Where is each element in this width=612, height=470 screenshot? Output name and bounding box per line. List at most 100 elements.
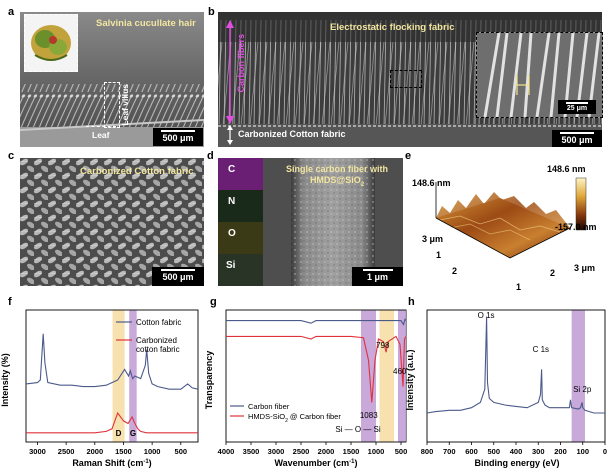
leaf-line [86, 126, 116, 127]
raman-ylabel: Intensity (%) [0, 353, 10, 407]
panel-letter-h: h [408, 296, 415, 308]
xps-xlabel: Binding energy (eV) [474, 458, 559, 468]
leaf-villus-label: Leaf villus [120, 84, 130, 126]
peak-label-o1s: O 1s [478, 311, 495, 320]
cotton-arrow [227, 125, 233, 145]
legend-hmds: HMDS-SiO2 @ Carbon fiber [248, 412, 341, 424]
raman-xlabel: Raman Shift (cm-1) [72, 458, 151, 468]
panel-letter-b: b [208, 6, 215, 18]
highlight-band-si-2p [571, 310, 585, 442]
x-tick-label: 500 [175, 447, 188, 456]
ftir-plot-frame [225, 309, 407, 443]
peak-label-460: 460 [393, 367, 407, 376]
eds-label-c: C [228, 164, 236, 175]
scale-bar-a: 500 μm [153, 128, 203, 146]
series-line-carbonized-cotton-fabric [26, 411, 198, 434]
afm-tick-x2: 2 [550, 268, 556, 278]
xps-chart: 800 700 600 500 400 300 200 100 0 Intensity (a.u… [405, 309, 607, 468]
flocking-title: Electrostatic flocking fabric [330, 22, 455, 33]
x-tick-label: 4000 [218, 447, 235, 456]
afm-tick-y2: 2 [452, 266, 458, 276]
sem-image-carbonized-cotton [20, 158, 204, 286]
scale-bar-d: 1 μm [352, 267, 403, 286]
leaf-label: Leaf [92, 130, 110, 140]
afm-x-label: 3 μm [574, 263, 596, 273]
zoom-box [390, 70, 422, 88]
highlight-band-g [129, 310, 137, 442]
eds-map-si [218, 254, 263, 286]
scale-bar-inset: 25 μm [558, 100, 596, 114]
band-label-g: G [130, 429, 136, 438]
afm-y-label: 3 μm [422, 234, 444, 244]
eds-label-si: Si [226, 260, 236, 271]
x-tick-label: 3500 [243, 447, 260, 456]
afm-tick-y1: 1 [436, 250, 442, 260]
eds-map-o [218, 222, 263, 254]
x-tick-label: 1000 [368, 447, 385, 456]
x-tick-label: 700 [443, 447, 456, 456]
x-tick-label: 0 [603, 447, 607, 456]
legend-cotton: Cotton fabric [136, 318, 181, 327]
peak-label-798: 798 [376, 341, 390, 350]
x-tick-label: 500 [487, 447, 500, 456]
peak-label-c1s: C 1s [533, 345, 549, 354]
sem-inset-magnified [476, 32, 603, 118]
series-line-cotton-fabric [25, 333, 199, 390]
x-tick-label: 100 [576, 447, 589, 456]
series-line-xps [426, 316, 605, 414]
x-tick-label: 1500 [343, 447, 360, 456]
highlight-band-798 [379, 310, 394, 442]
afm-tick-x1: 1 [516, 282, 522, 292]
xps-ylabel: Intensity (a.u.) [405, 349, 415, 410]
salvinia-leaf-photo [24, 14, 78, 72]
ftir-ylabel: Transparency [204, 351, 214, 410]
cbar-min: -157.0 nm [555, 222, 597, 232]
eds-label-o: O [228, 228, 236, 239]
x-tick-label: 600 [465, 447, 478, 456]
single-fiber-title: Single carbon fiber with HMDS@SiO2 [286, 164, 389, 188]
raman-chart: 3000 2500 2000 1500 1000 500 Intensity (%) Ra… [0, 309, 199, 468]
bond-label: Si — O — Si [335, 425, 381, 434]
panel-letter-f: f [8, 296, 12, 308]
band-label-d: D [116, 429, 122, 438]
raman-plot-frame [25, 309, 199, 443]
cotton-label-b: Carbonized Cotton fabric [238, 129, 346, 139]
x-tick-label: 2000 [318, 447, 335, 456]
panel-letter-g: g [210, 296, 217, 308]
peak-label-1083: 1083 [360, 411, 378, 420]
panel-letter-d: d [207, 150, 214, 162]
z-top-label: 148.6 nm [412, 178, 451, 188]
x-tick-label: 800 [421, 447, 434, 456]
peak-label-si2p: Si 2p [573, 385, 592, 394]
panel-letter-a: a [8, 6, 15, 18]
eds-map-c [218, 158, 263, 190]
eds-map-n [218, 190, 263, 222]
cbar-max: 148.6 nm [547, 164, 586, 174]
x-tick-label: 3000 [29, 447, 46, 456]
panel-letter-c: c [8, 150, 15, 162]
eds-maps [218, 158, 263, 286]
salvinia-title: Salvinia cucullate hair [96, 18, 196, 29]
x-tick-label: 2000 [86, 447, 103, 456]
leaf-villus-box [104, 82, 120, 128]
afm-3d-plot [435, 177, 587, 259]
ftir-chart: 4000 3500 3000 2500 2000 1500 1000 500 Transpar… [204, 309, 407, 468]
highlight-band-d [112, 310, 125, 442]
x-tick-label: 400 [510, 447, 523, 456]
series-line-carbon-fiber [226, 317, 407, 326]
series-line-hmds-sio2-carbon-fiber [226, 335, 407, 403]
ftir-xlabel: Wavenumber (cm-1) [274, 458, 357, 468]
sem-image-single-fiber [263, 158, 403, 286]
eds-label-n: N [228, 196, 236, 207]
panel-letter-e: e [405, 150, 412, 162]
carbon-fibers-label: Carbon fibers [236, 34, 246, 93]
sem-image-flocking [218, 12, 602, 147]
carbon-fibers-arrow [226, 20, 234, 124]
legend-carbonized-1: Carbonized [136, 336, 177, 345]
x-tick-label: 300 [532, 447, 545, 456]
scale-bar-c: 500 μm [152, 267, 204, 286]
legend-carbonized-2: cotton fabric [136, 345, 180, 354]
x-tick-label: 2500 [58, 447, 75, 456]
x-tick-label: 3000 [268, 447, 285, 456]
scale-bar-b: 500 μm [552, 130, 602, 147]
